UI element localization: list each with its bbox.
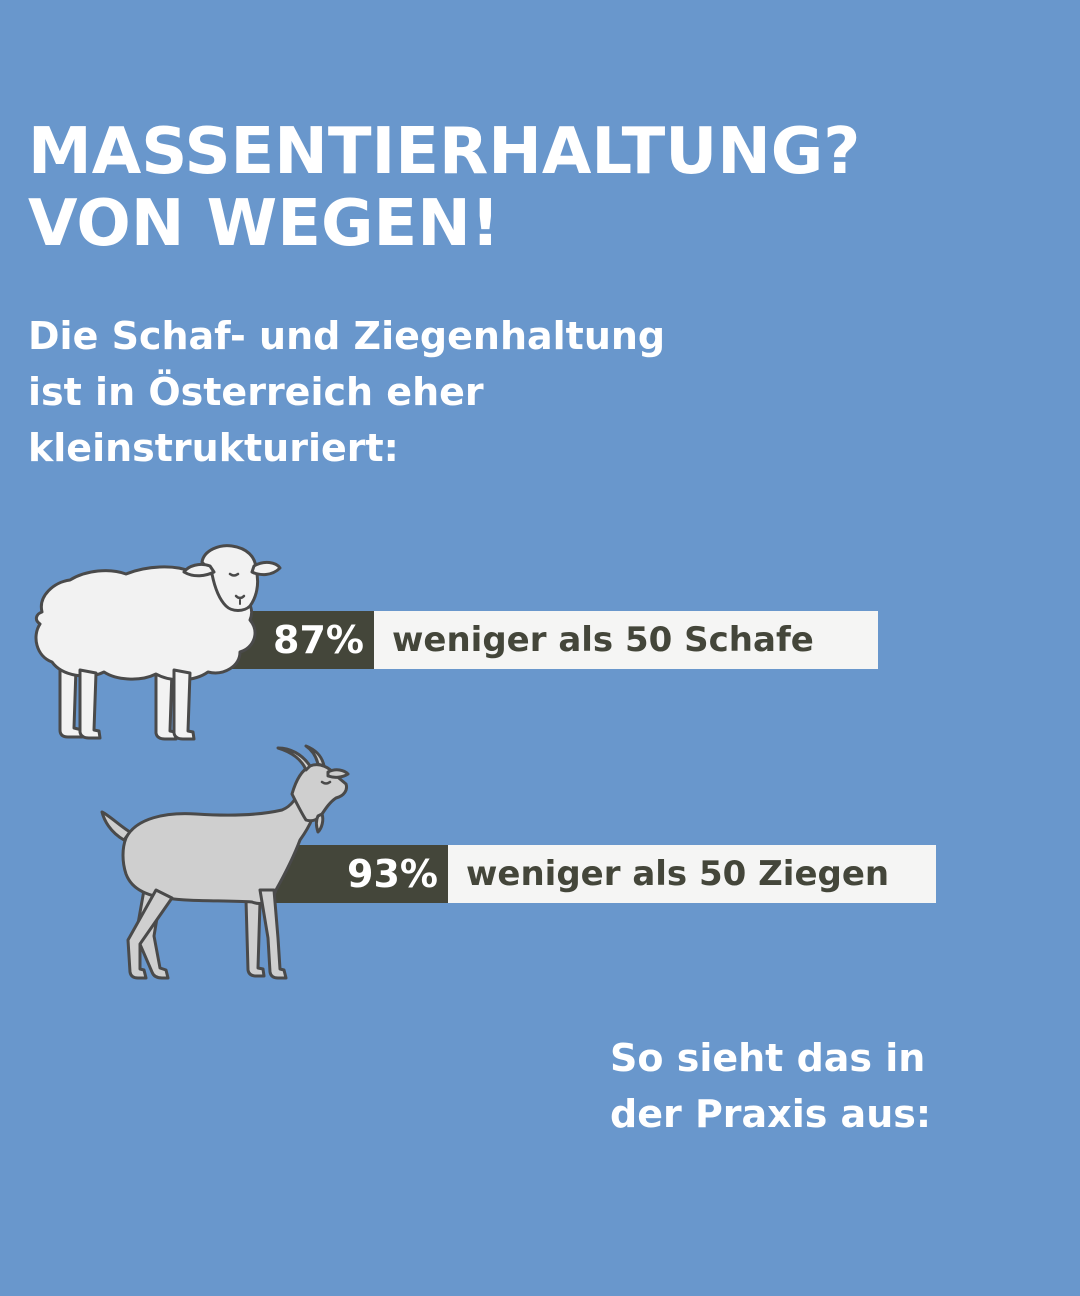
goat-label: weniger als 50 Ziegen [448,845,936,903]
headline-line-1: MASSENTIERHALTUNG? [28,115,861,189]
outro-line-2: der Praxis aus: [610,1092,932,1136]
intro-line-3: kleinstrukturiert: [28,426,399,470]
sheep-icon [34,544,282,741]
headline: MASSENTIERHALTUNG? VON WEGEN! [28,116,860,260]
intro-line-1: Die Schaf- und Ziegenhaltung [28,314,666,358]
intro-line-2: ist in Österreich eher [28,370,484,414]
outro-line-1: So sieht das in [610,1036,926,1080]
outro-text: So sieht das in der Praxis aus: [610,1030,931,1142]
goat-icon [100,744,350,980]
sheep-label: weniger als 50 Schafe [374,611,878,669]
headline-line-2: VON WEGEN! [28,187,500,261]
intro-text: Die Schaf- und Ziegenhaltung ist in Öste… [28,308,665,476]
